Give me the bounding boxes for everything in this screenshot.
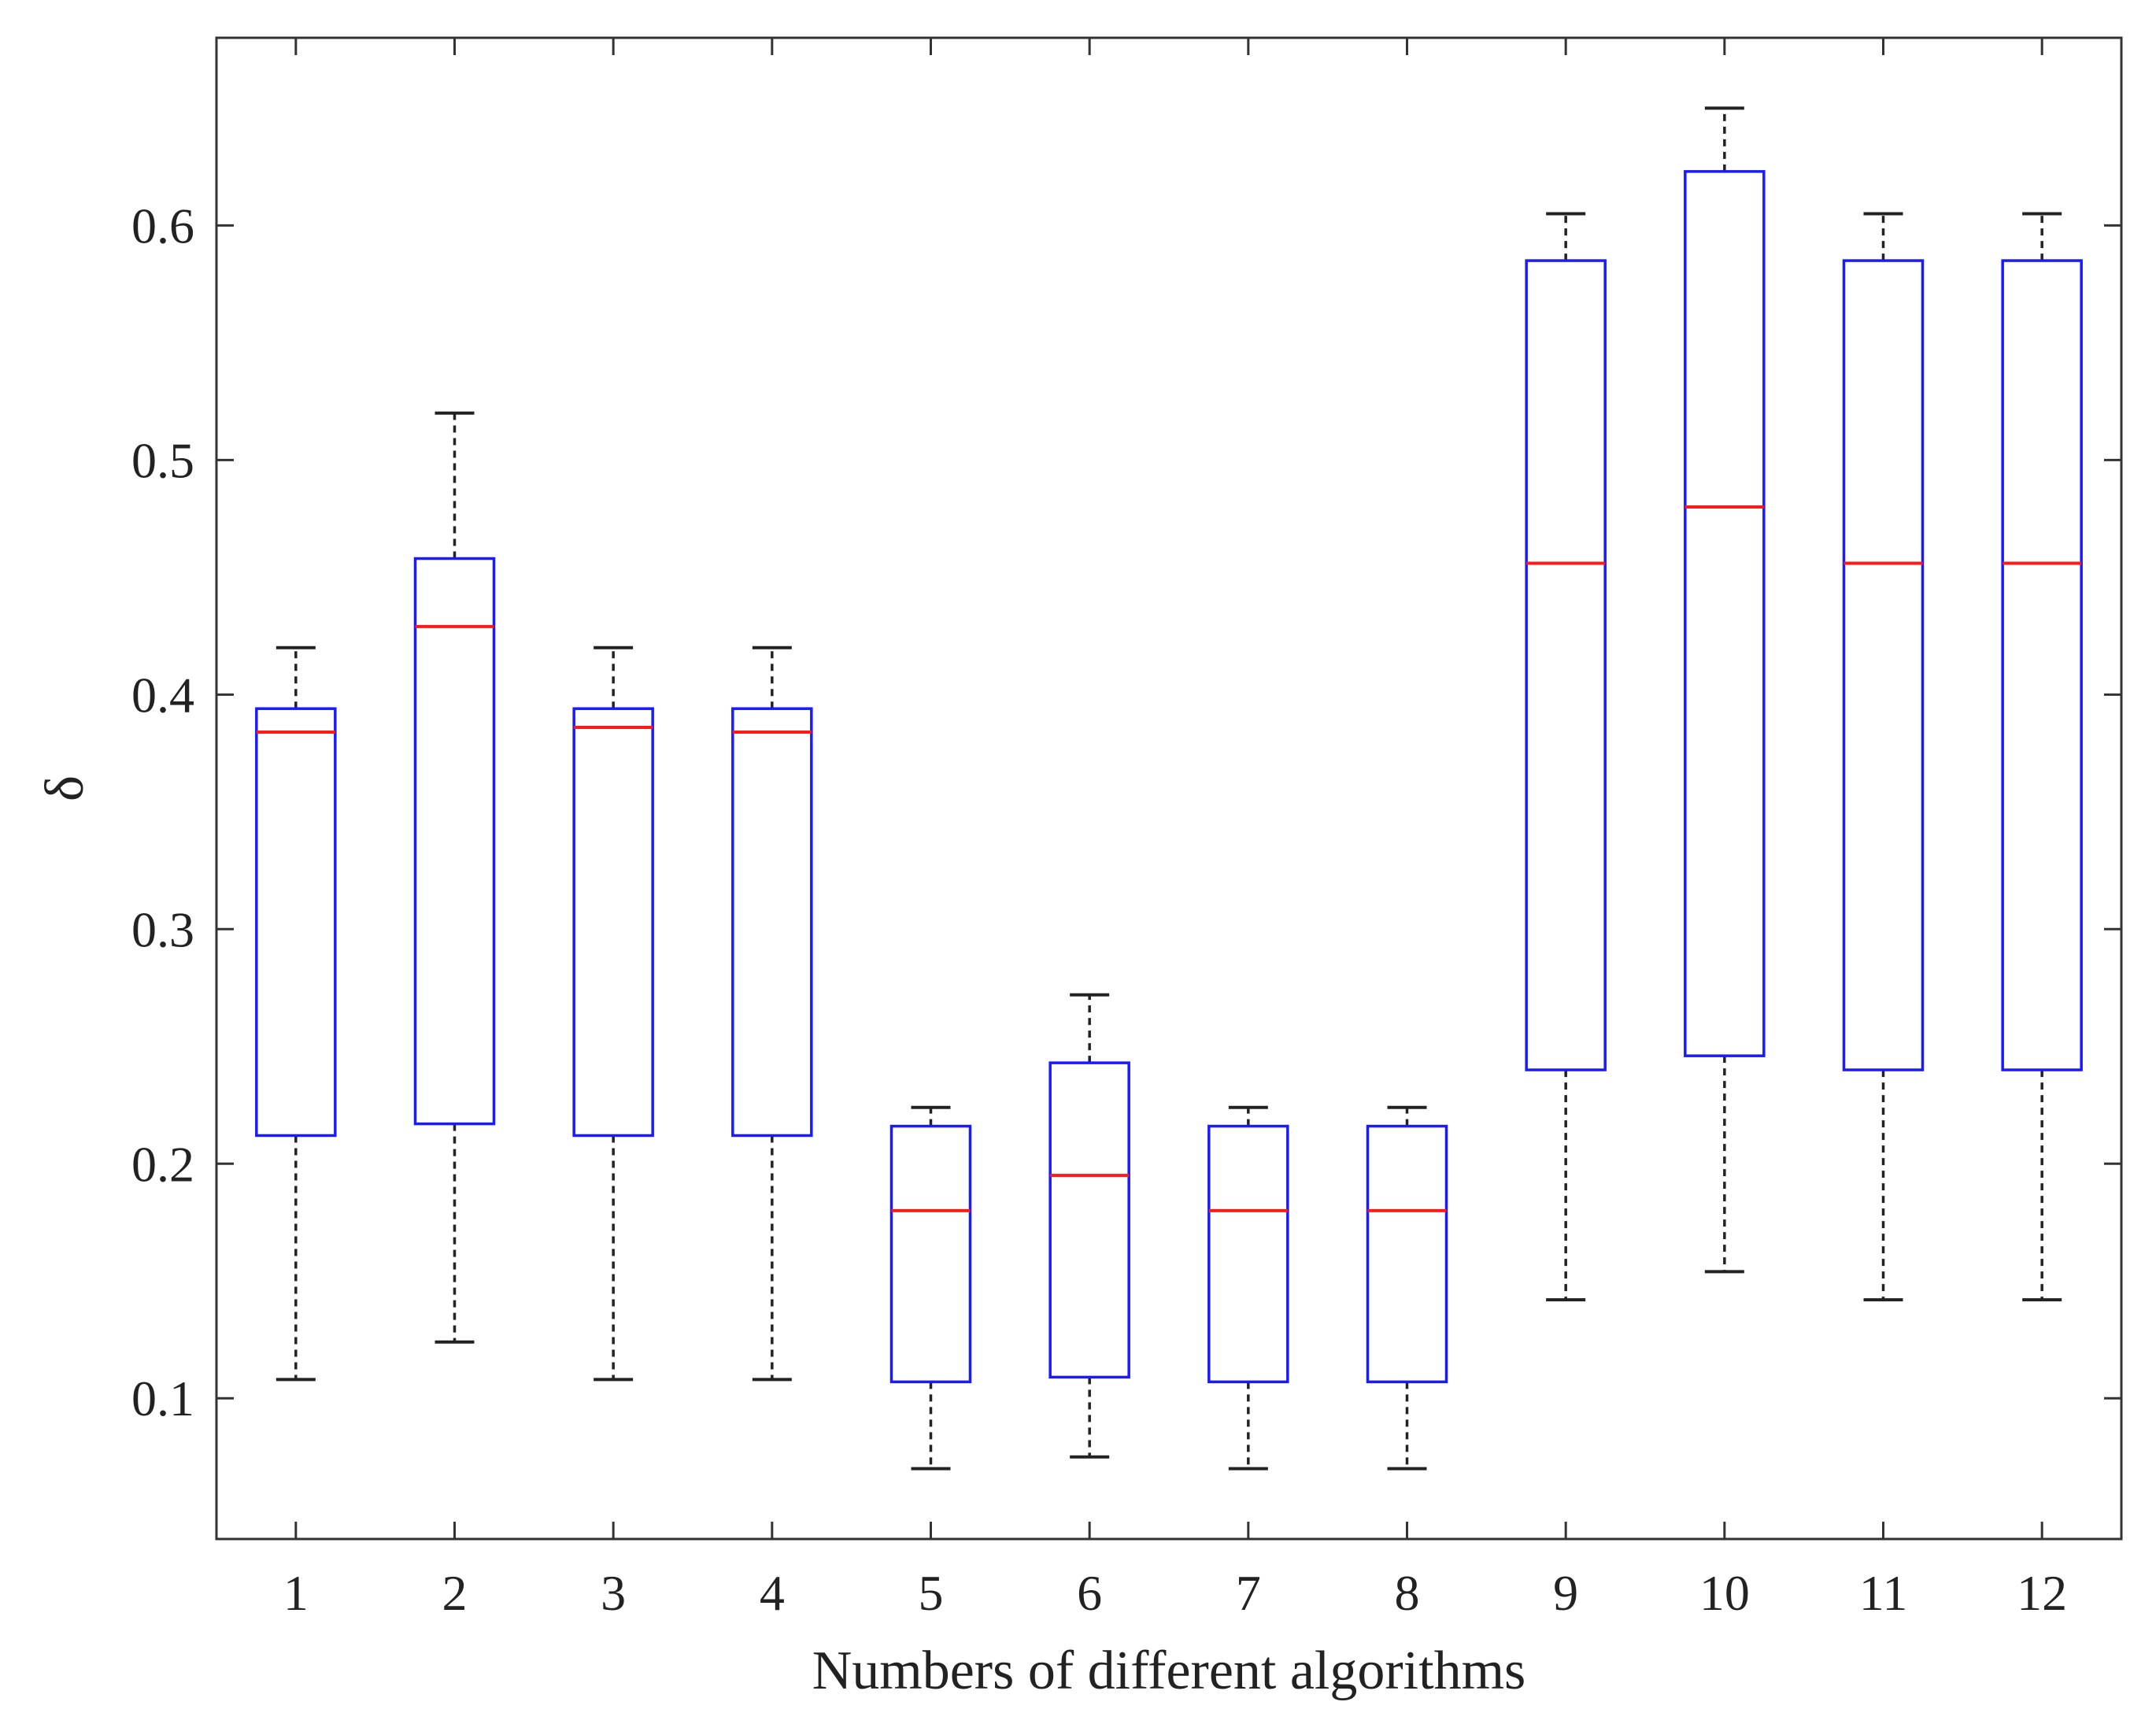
box: [1842, 259, 1925, 1071]
box: [1525, 259, 1607, 1071]
x-tick-label: 7: [1236, 1565, 1261, 1621]
box: [1366, 1124, 1448, 1384]
box: [572, 707, 654, 1138]
plot-frame: [215, 36, 2123, 1541]
x-tick-label: 2: [442, 1565, 468, 1621]
box-group-1: [255, 646, 337, 1382]
box-group-5: [889, 1105, 972, 1471]
box: [255, 707, 337, 1138]
box-group-12: [2001, 212, 2083, 1302]
box-group-6: [1048, 993, 1130, 1459]
x-tick-label: 4: [760, 1565, 785, 1621]
x-tick-label: 6: [1077, 1565, 1102, 1621]
box-group-10: [1684, 106, 1766, 1274]
y-tick-label: 0.3: [131, 901, 194, 957]
y-tick-label: 0.2: [131, 1136, 194, 1192]
box: [1207, 1124, 1289, 1384]
box: [1048, 1061, 1130, 1379]
box: [731, 707, 813, 1138]
box: [889, 1124, 972, 1384]
x-tick-label: 11: [1859, 1565, 1908, 1621]
y-tick-label: 0.5: [131, 432, 194, 488]
box-group-4: [731, 646, 813, 1382]
x-tick-label: 12: [2017, 1565, 2067, 1621]
x-tick-label: 3: [601, 1565, 626, 1621]
x-axis-label: Numbers of different algorithms: [812, 1641, 1526, 1701]
x-tick-label: 8: [1395, 1565, 1420, 1621]
box-group-11: [1842, 212, 1925, 1302]
box-group-3: [572, 646, 654, 1382]
box: [2001, 259, 2083, 1071]
box-group-8: [1366, 1105, 1448, 1471]
box-group-7: [1207, 1105, 1289, 1471]
plot-area: 0.10.20.30.40.50.61 2 3 4 5 6 7 8 9 10 11 12: [131, 36, 2123, 1621]
y-tick-label: 0.6: [131, 198, 194, 253]
box-group-2: [413, 411, 496, 1344]
y-axis-label: δ: [35, 775, 95, 801]
box-group-9: [1525, 212, 1607, 1302]
x-tick-label: 5: [919, 1565, 944, 1621]
x-tick-label: 9: [1553, 1565, 1578, 1621]
x-tick-label: 10: [1699, 1565, 1750, 1621]
x-tick-label: 1: [283, 1565, 309, 1621]
y-tick-label: 0.4: [131, 667, 194, 723]
y-tick-label: 0.1: [131, 1371, 194, 1426]
box: [1684, 170, 1766, 1057]
box: [413, 557, 496, 1126]
